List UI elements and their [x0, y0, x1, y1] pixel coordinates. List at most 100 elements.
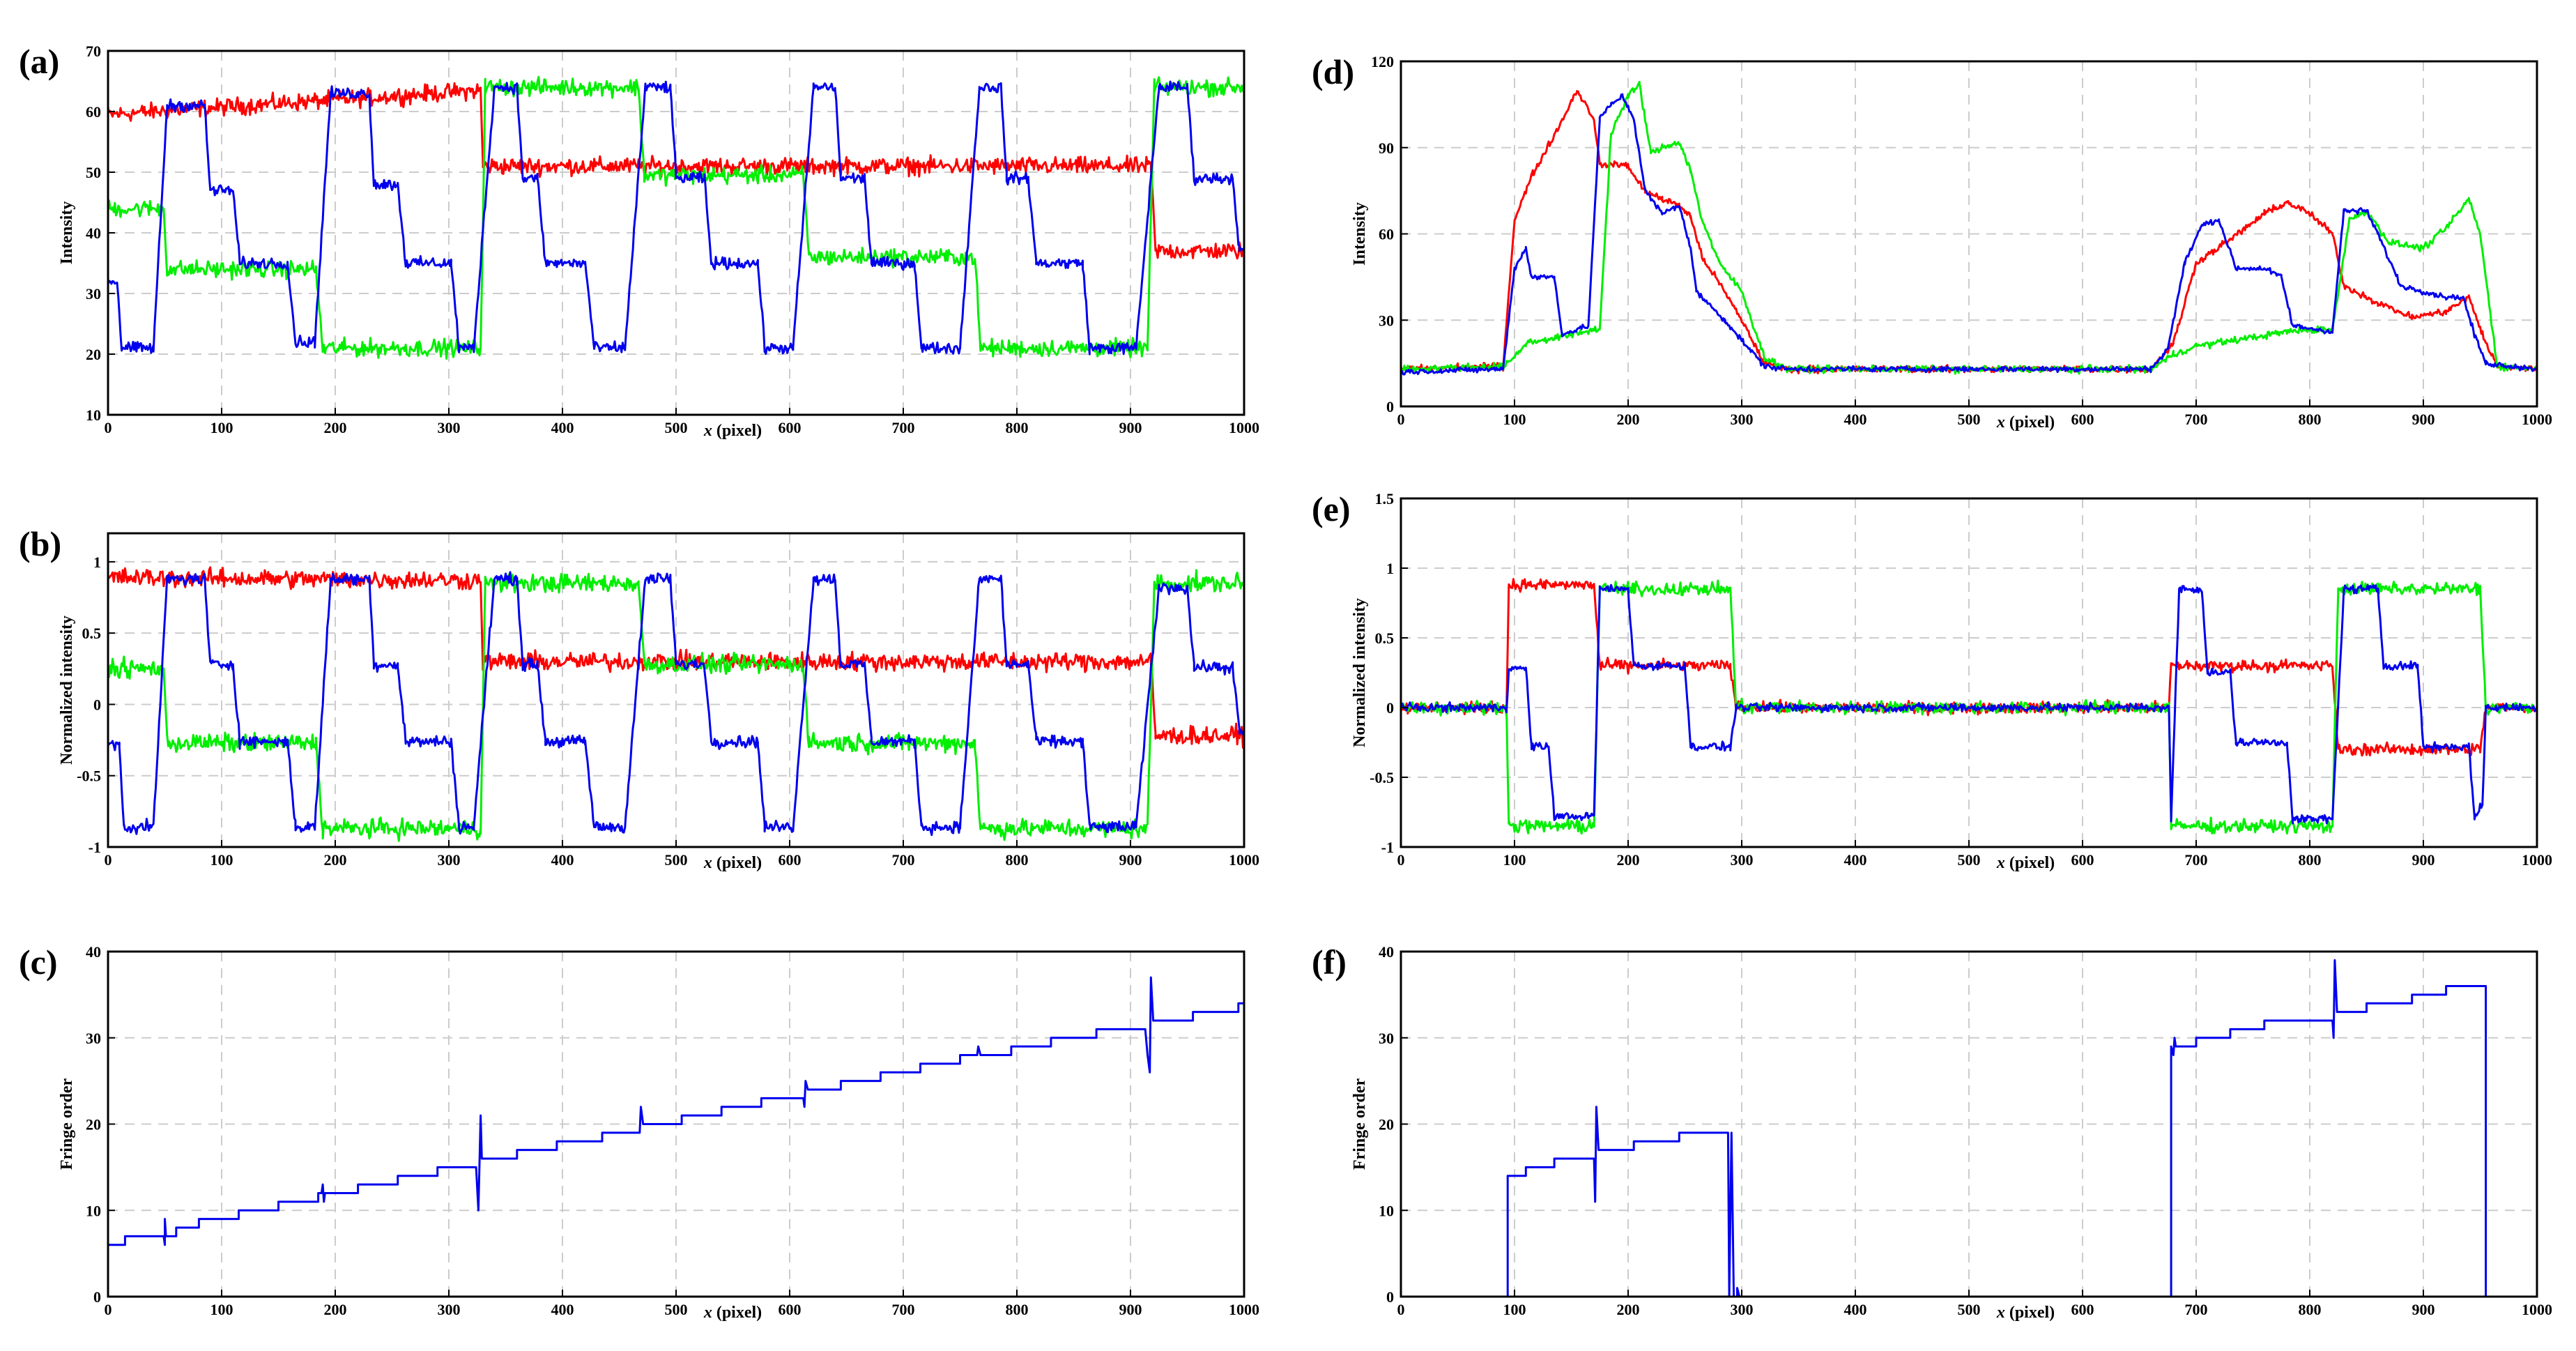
- x-tick-label: 500: [665, 851, 688, 869]
- x-tick-label: 0: [105, 851, 112, 869]
- y-tick-label: 1: [93, 554, 101, 571]
- y-tick-label: 40: [86, 224, 101, 242]
- x-tick-label: 900: [1119, 1301, 1142, 1318]
- x-tick-label: 500: [665, 1301, 688, 1318]
- y-tick-label: 90: [1379, 139, 1394, 157]
- y-tick-label: 40: [86, 943, 101, 961]
- panel-label-c: (c): [19, 942, 58, 982]
- x-axis-label: x (pixel): [1996, 1304, 2055, 1322]
- x-tick-label: 900: [1119, 419, 1142, 436]
- series-line-blue: [1401, 959, 2537, 1297]
- x-tick-label: 500: [1958, 851, 1981, 869]
- x-tick-label: 700: [892, 419, 915, 436]
- x-tick-label: 300: [1731, 1301, 1754, 1318]
- y-tick-label: 20: [1379, 1116, 1394, 1134]
- x-tick-label: 600: [2071, 1301, 2094, 1318]
- y-tick-label: 120: [1371, 53, 1394, 70]
- y-tick-label: 70: [86, 43, 101, 60]
- x-tick-label: 800: [2299, 851, 2322, 869]
- y-tick-label: 50: [86, 164, 101, 181]
- y-tick-label: 1: [1386, 560, 1394, 577]
- series-line-blue: [1401, 93, 2537, 376]
- x-tick-label: 0: [105, 419, 112, 436]
- x-tick-label: 200: [1617, 1301, 1640, 1318]
- x-tick-label: 100: [210, 419, 233, 436]
- x-tick-label: 300: [438, 419, 461, 436]
- x-tick-label: 800: [2299, 411, 2322, 428]
- x-tick-label: 100: [210, 851, 233, 869]
- y-axis-label: Normalized intensity: [58, 616, 76, 765]
- y-tick-label: 40: [1379, 943, 1394, 961]
- x-tick-label: 200: [1617, 851, 1640, 869]
- x-tick-label: 800: [1006, 851, 1029, 869]
- x-tick-label: 0: [1397, 851, 1405, 869]
- x-tick-label: 300: [1731, 411, 1754, 428]
- x-tick-label: 300: [438, 1301, 461, 1318]
- x-tick-label: 500: [665, 419, 688, 436]
- x-tick-label: 200: [324, 419, 347, 436]
- y-tick-label: 60: [1379, 226, 1394, 243]
- x-tick-label: 900: [1119, 851, 1142, 869]
- chart-panel-e: 0 100 200 300 400 500 600 700 800 900 1000 -1 -0.5 0 0…: [1312, 489, 2552, 872]
- x-tick-label: 100: [210, 1301, 233, 1318]
- x-tick-label: 700: [892, 851, 915, 869]
- x-tick-label: 300: [1731, 851, 1754, 869]
- x-tick-label: 500: [1958, 1301, 1981, 1318]
- x-tick-label: 1000: [1229, 1301, 1259, 1318]
- y-axis-label: Intensity: [58, 201, 76, 265]
- y-tick-label: -1: [89, 839, 101, 856]
- y-tick-label: -0.5: [77, 768, 101, 785]
- x-tick-label: 400: [1844, 851, 1867, 869]
- y-tick-label: -0.5: [1370, 769, 1394, 786]
- x-tick-label: 700: [2185, 411, 2208, 428]
- x-tick-label: 900: [2412, 1301, 2435, 1318]
- y-tick-label: 60: [86, 103, 101, 121]
- x-tick-label: 700: [2185, 1301, 2208, 1318]
- x-tick-label: 600: [2071, 411, 2094, 428]
- panel-label-d: (d): [1312, 52, 1354, 91]
- panel-label-b: (b): [19, 524, 61, 563]
- x-tick-label: 900: [2412, 411, 2435, 428]
- y-tick-label: 0.5: [82, 625, 102, 642]
- series-line-green: [108, 75, 1244, 360]
- panel-label-e: (e): [1312, 489, 1351, 528]
- y-tick-label: -1: [1381, 839, 1394, 856]
- y-tick-label: 30: [86, 1030, 101, 1047]
- y-tick-label: 10: [1379, 1202, 1394, 1219]
- x-axis-label: x (pixel): [1996, 854, 2055, 872]
- y-axis-label: Normalized intensity: [1351, 598, 1369, 747]
- x-tick-label: 700: [2185, 851, 2208, 869]
- x-tick-label: 400: [551, 851, 574, 869]
- x-tick-label: 1000: [1229, 419, 1259, 436]
- x-axis-label: x (pixel): [703, 422, 762, 440]
- x-tick-label: 100: [1503, 1301, 1526, 1318]
- y-tick-label: 0: [1386, 398, 1394, 415]
- x-tick-label: 600: [2071, 851, 2094, 869]
- series-line-green: [108, 569, 1244, 842]
- series-line-blue: [108, 976, 1244, 1246]
- x-tick-label: 1000: [2522, 851, 2552, 869]
- y-axis-label: Fringe order: [58, 1078, 76, 1170]
- chart-panel-c: 0 100 200 300 400 500 600 700 800 900 1000 0 10 20 30 4…: [19, 942, 1259, 1322]
- x-axis-label: x (pixel): [703, 854, 762, 872]
- x-axis-label: x (pixel): [703, 1304, 762, 1322]
- x-tick-label: 1000: [2522, 1301, 2552, 1318]
- panel-label-a: (a): [19, 42, 59, 81]
- x-tick-label: 800: [1006, 1301, 1029, 1318]
- panel-label-f: (f): [1312, 942, 1347, 982]
- y-tick-label: 30: [1379, 312, 1394, 329]
- x-tick-label: 0: [1397, 1301, 1405, 1318]
- series-line-blue: [108, 571, 1244, 837]
- y-tick-label: 20: [86, 346, 101, 363]
- x-tick-label: 600: [779, 419, 802, 436]
- y-axis-label: Intensity: [1351, 202, 1369, 266]
- x-tick-label: 200: [324, 1301, 347, 1318]
- x-tick-label: 900: [2412, 851, 2435, 869]
- x-tick-label: 400: [1844, 1301, 1867, 1318]
- y-tick-label: 10: [86, 1202, 101, 1219]
- y-tick-label: 0: [1386, 699, 1394, 717]
- x-tick-label: 1000: [2522, 411, 2552, 428]
- x-tick-label: 200: [1617, 411, 1640, 428]
- x-tick-label: 100: [1503, 411, 1526, 428]
